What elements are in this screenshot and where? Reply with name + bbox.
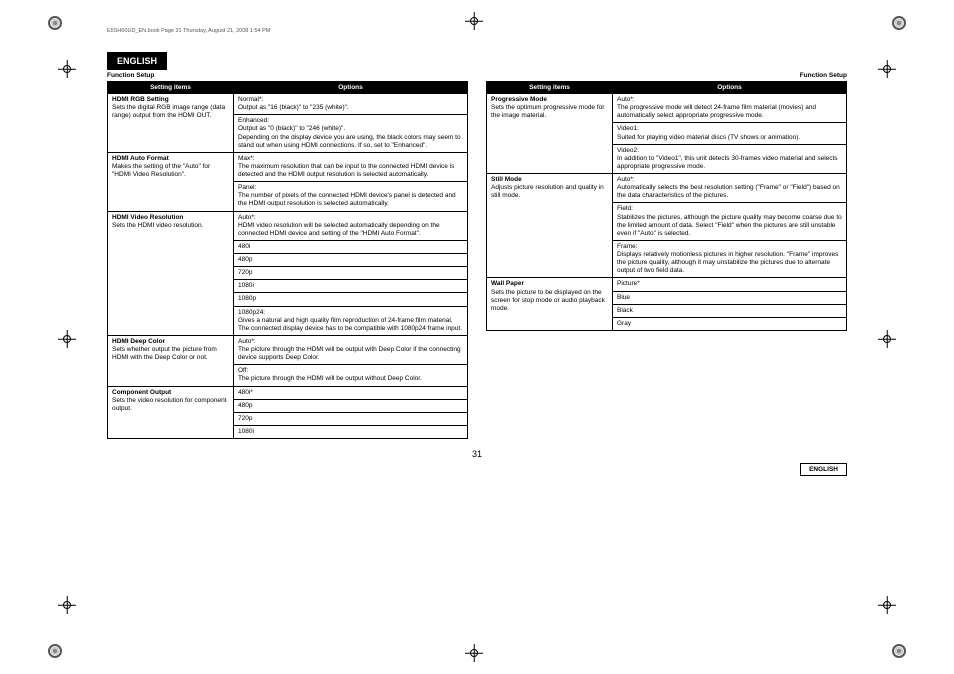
option-cell: 720p bbox=[234, 267, 468, 280]
footer-language: ENGLISH bbox=[800, 463, 847, 476]
setting-title: Still Mode bbox=[491, 176, 608, 184]
th-options: Options bbox=[234, 82, 468, 94]
option-cell: 1080i bbox=[234, 280, 468, 293]
reg-donut bbox=[892, 16, 906, 30]
setting-desc: Sets the HDMI video resolution. bbox=[112, 222, 229, 230]
option-cell: 1080p bbox=[234, 293, 468, 306]
option-cell: Normal*: Output as "16 (black)" to "235 … bbox=[234, 94, 468, 115]
setting-desc: Makes the setting of the "Auto" for "HDM… bbox=[112, 163, 229, 179]
option-cell: Max*: The maximum resolution that can be… bbox=[234, 152, 468, 181]
section-label-left: Function Setup bbox=[107, 72, 468, 79]
option-cell: Field: Stabilizes the pictures, although… bbox=[613, 203, 847, 241]
option-cell: Auto*: The picture through the HDMI will… bbox=[234, 335, 468, 364]
setting-title: HDMI Video Resolution bbox=[112, 214, 229, 222]
setting-cell: Component OutputSets the video resolutio… bbox=[108, 386, 234, 439]
setting-desc: Sets whether output the picture from HDM… bbox=[112, 346, 229, 362]
setting-title: HDMI Auto Format bbox=[112, 155, 229, 163]
setting-cell: HDMI Auto FormatMakes the setting of the… bbox=[108, 152, 234, 211]
reg-donut bbox=[892, 644, 906, 658]
setting-title: Progressive Mode bbox=[491, 96, 608, 104]
option-cell: 720p bbox=[234, 412, 468, 425]
setting-cell: HDMI RGB SettingSets the digital RGB ima… bbox=[108, 94, 234, 153]
setting-cell: HDMI Video ResolutionSets the HDMI video… bbox=[108, 211, 234, 335]
option-cell: Enhanced: Output as "0 (black)" to "246 … bbox=[234, 115, 468, 153]
option-cell: 480p bbox=[234, 254, 468, 267]
setting-desc: Sets the picture to be displayed on the … bbox=[491, 289, 608, 313]
option-cell: Auto*: HDMI video resolution will be sel… bbox=[234, 211, 468, 240]
option-cell: Gray bbox=[613, 317, 847, 330]
reg-donut bbox=[48, 644, 62, 658]
setting-cell: Progressive ModeSets the optimum progres… bbox=[487, 94, 613, 174]
option-cell: 1080p24: Gives a natural and high qualit… bbox=[234, 306, 468, 335]
settings-table-left: Setting items Options HDMI RGB SettingSe… bbox=[107, 81, 468, 439]
book-header: E5SH60UD_EN.book Page 31 Thursday, Augus… bbox=[65, 28, 889, 34]
crosshair-icon bbox=[58, 596, 76, 614]
option-cell: Video1: Suited for playing video materia… bbox=[613, 123, 847, 144]
option-cell: Blue bbox=[613, 291, 847, 304]
th-setting: Setting items bbox=[108, 82, 234, 94]
setting-title: HDMI RGB Setting bbox=[112, 96, 229, 104]
option-cell: Panel: The number of pixels of the conne… bbox=[234, 182, 468, 211]
option-cell: Video2: In addition to "Video1", this un… bbox=[613, 144, 847, 173]
crosshair-icon bbox=[878, 596, 896, 614]
setting-title: HDMI Deep Color bbox=[112, 338, 229, 346]
option-cell: 1080i bbox=[234, 425, 468, 438]
option-cell: 480i bbox=[234, 240, 468, 253]
section-label-right: Function Setup bbox=[486, 72, 847, 79]
language-tab: ENGLISH bbox=[107, 52, 167, 70]
option-cell: 480i* bbox=[234, 386, 468, 399]
option-cell: Black bbox=[613, 304, 847, 317]
setting-title: Component Output bbox=[112, 389, 229, 397]
setting-desc: Adjusts picture resolution and quality i… bbox=[491, 184, 608, 200]
setting-desc: Sets the optimum progressive mode for th… bbox=[491, 104, 608, 120]
option-cell: 480p bbox=[234, 399, 468, 412]
option-cell: Auto*: The progressive mode will detect … bbox=[613, 94, 847, 123]
option-cell: Frame: Displays relatively motionless pi… bbox=[613, 240, 847, 278]
setting-cell: HDMI Deep ColorSets whether output the p… bbox=[108, 335, 234, 386]
option-cell: Picture* bbox=[613, 278, 847, 291]
settings-table-right: Setting items Options Progressive ModeSe… bbox=[486, 81, 847, 331]
crosshair-icon bbox=[465, 644, 483, 662]
reg-donut bbox=[48, 16, 62, 30]
option-cell: Off: The picture through the HDMI will b… bbox=[234, 365, 468, 386]
setting-cell: Wall PaperSets the picture to be display… bbox=[487, 278, 613, 331]
th-setting: Setting items bbox=[487, 82, 613, 94]
option-cell: Auto*: Automatically selects the best re… bbox=[613, 174, 847, 203]
setting-desc: Sets the digital RGB image range (data r… bbox=[112, 104, 229, 120]
setting-cell: Still ModeAdjusts picture resolution and… bbox=[487, 174, 613, 278]
setting-desc: Sets the video resolution for component … bbox=[112, 397, 229, 413]
page-number: 31 bbox=[65, 449, 889, 459]
setting-title: Wall Paper bbox=[491, 280, 608, 288]
th-options: Options bbox=[613, 82, 847, 94]
